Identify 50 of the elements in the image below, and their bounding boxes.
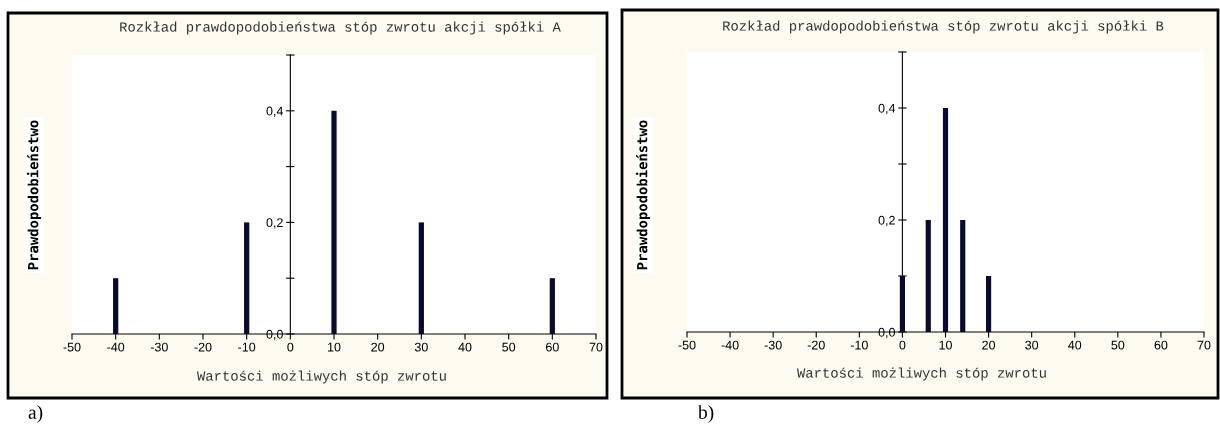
x-tick-label: 20 — [982, 340, 996, 350]
x-tick-label: -40 — [721, 340, 739, 350]
chart-title: Rozkład prawdopodobieństwa stóp zwrotu akcji spółki B — [723, 20, 1164, 34]
y-tick-label: 0,2 — [266, 218, 283, 229]
x-tick-label: -50 — [63, 342, 81, 352]
bar — [960, 220, 966, 332]
x-tick-label: -10 — [238, 342, 256, 352]
bar — [331, 110, 337, 334]
y-tick-label: 0,4 — [878, 103, 896, 115]
x-tick-label: -30 — [150, 342, 168, 352]
bar — [925, 220, 931, 332]
x-tick-label: 20 — [371, 342, 385, 352]
x-tick-label: 30 — [414, 342, 428, 352]
x-tick-label: -10 — [850, 340, 868, 350]
bar — [113, 278, 119, 334]
x-axis-title: Wartości możliwych stóp zwrotu — [796, 367, 1046, 381]
x-tick-label: 40 — [458, 342, 472, 352]
x-tick-label: 10 — [939, 340, 952, 350]
text: b) — [698, 405, 714, 423]
bar — [942, 108, 949, 332]
y-tick-label: 0,2 — [878, 215, 895, 227]
x-tick-label: 0 — [287, 342, 294, 352]
x-tick-label: 0 — [899, 340, 906, 350]
x-tick-label: -40 — [107, 342, 125, 352]
bar — [986, 276, 992, 332]
y-axis-title: Prawdopodobieństwo — [635, 120, 651, 270]
x-tick-label: 60 — [1154, 340, 1168, 350]
y-tick-label: 0,4 — [266, 106, 284, 117]
bar — [549, 278, 555, 334]
x-tick-label: 50 — [1111, 340, 1125, 350]
x-tick-label: 10 — [328, 342, 341, 352]
x-tick-label: 50 — [502, 342, 516, 352]
x-tick-label: 40 — [1068, 340, 1082, 350]
text: a) — [28, 405, 43, 423]
y-tick-label: 0,0 — [878, 327, 895, 339]
x-tick-label: 30 — [1025, 340, 1039, 350]
bar — [244, 222, 250, 334]
bar — [899, 276, 905, 332]
y-tick-label: 0,0 — [266, 329, 283, 341]
x-tick-label: -20 — [807, 340, 825, 350]
chart-title: Rozkład prawdopodobieństwa stóp zwrotu akcji spółki A — [120, 21, 561, 35]
x-tick-label: 70 — [1197, 340, 1211, 350]
y-axis-title: Prawdopodobieństwo — [26, 120, 42, 270]
x-tick-label: 60 — [546, 342, 559, 352]
bar — [418, 222, 424, 334]
x-tick-label: -50 — [678, 340, 696, 350]
x-tick-label: -20 — [194, 342, 212, 352]
x-tick-label: 70 — [589, 342, 603, 352]
x-axis-title: Wartości możliwych stóp zwrotu — [196, 370, 446, 384]
x-tick-label: -30 — [764, 340, 782, 350]
